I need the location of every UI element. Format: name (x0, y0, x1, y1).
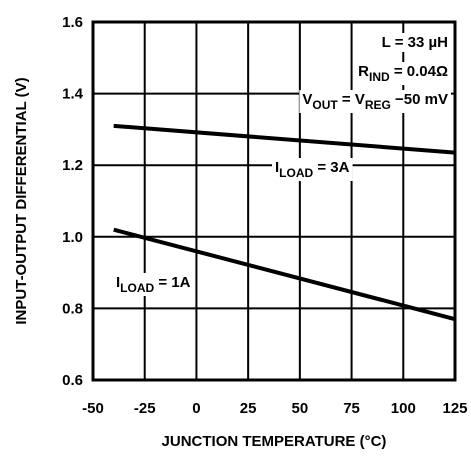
annotation-part: −50 mV (391, 91, 448, 108)
annotation-part: = V (338, 91, 365, 108)
annotation-text: L = 33 µH (382, 34, 448, 51)
x-axis-title: JUNCTION TEMPERATURE (°C) (162, 433, 387, 450)
line-series (113, 227, 456, 322)
annotation-part: I (116, 274, 120, 291)
plot-border (91, 20, 457, 382)
annotation-part: R (358, 63, 369, 80)
y-tick-label: 1.4 (62, 86, 84, 103)
annotation-text: RIND = 0.04Ω (358, 63, 448, 84)
annotation-background (378, 33, 451, 52)
annotation-part: = 3A (313, 159, 349, 176)
x-tick-label: 25 (240, 400, 257, 417)
annotation-text: ILOAD = 3A (275, 159, 350, 180)
annotation-part: I (275, 159, 279, 176)
y-tick-label: 1.0 (62, 229, 83, 246)
annotation-background (299, 90, 451, 113)
y-tick-label: 1.2 (62, 157, 83, 174)
annotation: ILOAD = 1A (113, 273, 194, 296)
annotation-part: = 1A (154, 274, 190, 291)
annotation-part: LOAD (120, 281, 154, 295)
x-tick-label: 100 (391, 400, 416, 417)
annotation-part: LOAD (279, 166, 313, 180)
annotation-text: VOUT = VREG −50 mV (302, 91, 448, 112)
annotation-part: = 0.04Ω (390, 63, 448, 80)
x-tick-label: 0 (192, 400, 200, 417)
y-axis-title: INPUT-OUTPUT DIFFERENTIAL (V) (13, 77, 30, 324)
y-tick-label: 1.6 (62, 14, 83, 31)
x-tick-label: -25 (134, 400, 156, 417)
x-tick-label: -50 (82, 400, 104, 417)
y-tick-label: 0.6 (62, 372, 83, 389)
annotation-part: IND (369, 70, 390, 84)
annotation-background (272, 158, 353, 181)
annotation-part: REG (365, 98, 391, 112)
y-tick-label: 0.8 (62, 300, 83, 317)
x-tick-label: 50 (292, 400, 309, 417)
annotation-background (355, 62, 451, 85)
x-tick-label: 125 (442, 400, 467, 417)
annotation: ILOAD = 3A (272, 158, 353, 181)
x-tick-label: 75 (343, 400, 360, 417)
line-series (113, 123, 456, 155)
annotation: L = 33 µH (378, 33, 451, 52)
annotation-part: OUT (312, 98, 338, 112)
annotation: VOUT = VREG −50 mV (299, 90, 451, 113)
annotation-part: L = 33 µH (382, 34, 448, 51)
annotation: RIND = 0.04Ω (355, 62, 451, 85)
annotation-text: ILOAD = 1A (116, 274, 191, 295)
annotation-part: V (302, 91, 312, 108)
annotation-background (113, 273, 194, 296)
